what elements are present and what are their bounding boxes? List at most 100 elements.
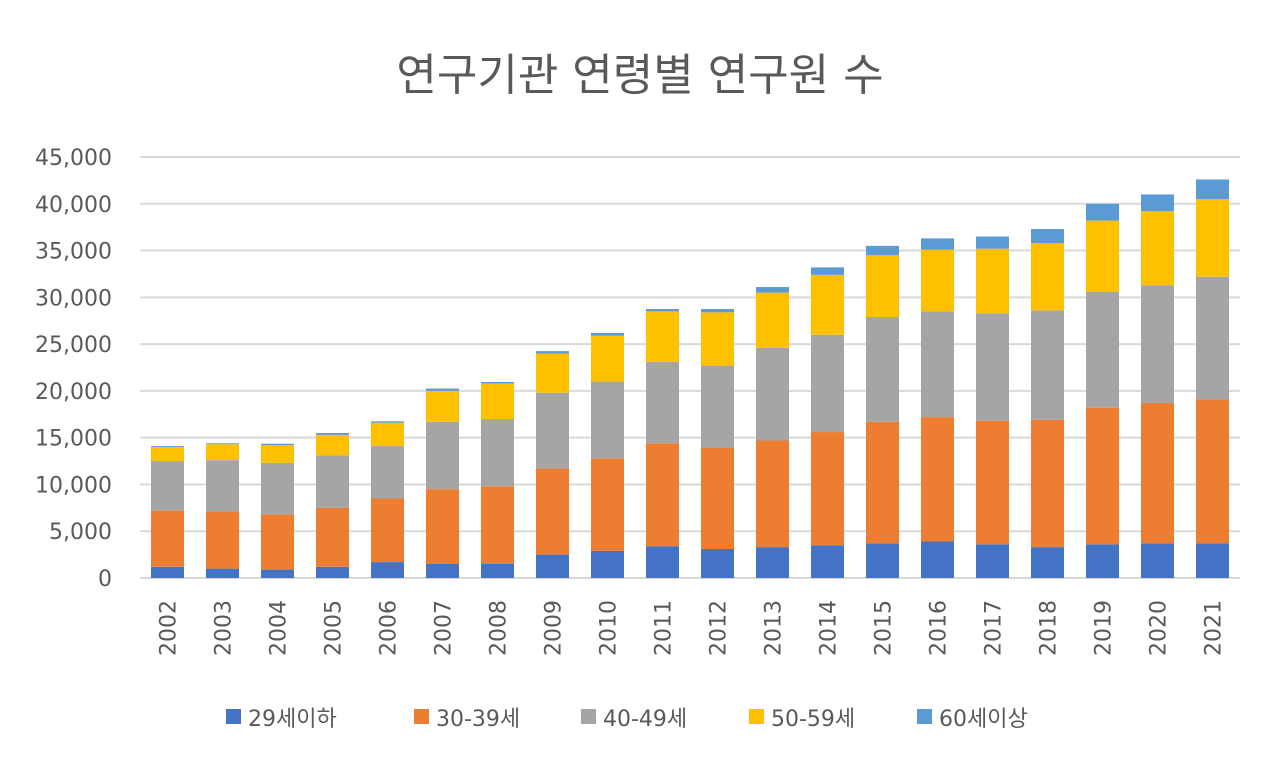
x-tick-label: 2018 xyxy=(1037,600,1062,656)
bar-segment-2013-0 xyxy=(756,547,789,578)
bar-segment-2014-1 xyxy=(811,432,844,546)
gridlines xyxy=(140,156,1240,579)
bar-segment-2017-1 xyxy=(976,420,1009,545)
bar-segment-2011-0 xyxy=(646,546,679,578)
bar-segment-2014-0 xyxy=(811,545,844,578)
bar-segment-2018-1 xyxy=(1031,419,1064,548)
bar-segment-2019-0 xyxy=(1086,544,1119,578)
legend-item-0: 29세이하 xyxy=(226,707,337,732)
bar-segment-2003-3 xyxy=(206,444,239,461)
bar-segment-2005-1 xyxy=(316,507,349,567)
bars xyxy=(151,179,1229,578)
x-tick-label: 2015 xyxy=(872,600,897,656)
x-tick-label: 2014 xyxy=(817,600,842,656)
legend-label: 60세이상 xyxy=(939,707,1028,732)
bar-segment-2017-2 xyxy=(976,313,1009,421)
bar-segment-2021-3 xyxy=(1196,199,1229,277)
bar-segment-2016-2 xyxy=(921,311,954,418)
bar-segment-2013-4 xyxy=(756,287,789,293)
x-axis-ticks: 2002 2003 2004 2005 2006 2007 2008 2009 2010 2011… xyxy=(157,600,1227,656)
x-tick-label: 2020 xyxy=(1147,600,1172,656)
x-tick-label: 2019 xyxy=(1092,600,1117,656)
bar-segment-2010-1 xyxy=(591,458,624,551)
bar-segment-2018-4 xyxy=(1031,229,1064,244)
y-tick-label: 5,000 xyxy=(49,520,112,545)
bar-segment-2007-0 xyxy=(426,563,459,578)
bar-segment-2008-4 xyxy=(481,382,514,384)
x-tick-label: 2004 xyxy=(267,600,292,656)
bar-segment-2016-3 xyxy=(921,249,954,312)
bar-segment-2006-2 xyxy=(371,446,404,499)
x-tick-label: 2010 xyxy=(597,600,622,656)
bar-segment-2013-2 xyxy=(756,347,789,441)
bar-segment-2010-0 xyxy=(591,550,624,578)
y-tick-label: 10,000 xyxy=(35,473,112,498)
y-tick-label: 35,000 xyxy=(35,240,112,265)
bar-segment-2004-3 xyxy=(261,445,294,463)
bar-segment-2012-1 xyxy=(701,447,734,549)
bar-segment-2007-3 xyxy=(426,390,459,422)
bar-segment-2020-3 xyxy=(1141,211,1174,286)
bar-segment-2002-4 xyxy=(151,446,184,448)
bar-segment-2004-2 xyxy=(261,462,294,515)
bar-segment-2002-0 xyxy=(151,566,184,578)
bar-segment-2020-4 xyxy=(1141,194,1174,212)
bar-segment-2015-2 xyxy=(866,316,899,422)
bar-segment-2012-2 xyxy=(701,365,734,448)
bar-segment-2007-2 xyxy=(426,421,459,490)
bar-segment-2019-4 xyxy=(1086,203,1119,221)
y-tick-label: 25,000 xyxy=(35,333,112,358)
legend-swatch xyxy=(917,709,932,724)
bar-segment-2019-3 xyxy=(1086,220,1119,292)
bar-segment-2002-3 xyxy=(151,447,184,462)
bar-segment-2015-4 xyxy=(866,245,899,256)
legend-item-2: 40-49세 xyxy=(581,707,687,732)
bar-segment-2007-4 xyxy=(426,388,459,391)
bar-segment-2019-1 xyxy=(1086,407,1119,545)
bar-segment-2009-1 xyxy=(536,468,569,555)
bar-segment-2006-0 xyxy=(371,562,404,578)
x-tick-label: 2003 xyxy=(212,600,237,656)
bar-segment-2018-2 xyxy=(1031,310,1064,420)
legend-item-4: 60세이상 xyxy=(917,707,1028,732)
bar-segment-2002-1 xyxy=(151,510,184,567)
bar-segment-2008-0 xyxy=(481,563,514,578)
bar-segment-2003-2 xyxy=(206,460,239,512)
bar-segment-2013-3 xyxy=(756,292,789,348)
bar-segment-2012-3 xyxy=(701,312,734,366)
bar-segment-2012-4 xyxy=(701,309,734,313)
bar-segment-2005-3 xyxy=(316,434,349,456)
bar-segment-2003-4 xyxy=(206,443,239,445)
bar-segment-2002-2 xyxy=(151,461,184,511)
bar-segment-2006-4 xyxy=(371,421,404,423)
bar-segment-2006-3 xyxy=(371,422,404,447)
bar-segment-2008-1 xyxy=(481,486,514,564)
bar-segment-2014-4 xyxy=(811,267,844,275)
bar-segment-2015-0 xyxy=(866,543,899,578)
bar-segment-2010-3 xyxy=(591,335,624,382)
x-tick-label: 2011 xyxy=(652,600,677,656)
y-axis-ticks: 0 5,000 10,000 15,000 20,000 25,000 30,000 35,0… xyxy=(35,146,112,592)
bar-segment-2009-0 xyxy=(536,554,569,578)
bar-segment-2005-2 xyxy=(316,455,349,508)
bar-segment-2011-3 xyxy=(646,311,679,362)
legend: 29세이하 30-39세 40-49세 50-59세 60세이상 xyxy=(226,707,1028,732)
bar-segment-2004-4 xyxy=(261,443,294,446)
legend-label: 30-39세 xyxy=(436,707,520,732)
bar-segment-2021-1 xyxy=(1196,399,1229,544)
bar-segment-2005-4 xyxy=(316,432,349,435)
bar-segment-2015-3 xyxy=(866,255,899,317)
bar-segment-2007-1 xyxy=(426,489,459,564)
x-tick-label: 2006 xyxy=(377,600,402,656)
y-tick-label: 15,000 xyxy=(35,427,112,452)
legend-label: 50-59세 xyxy=(771,707,855,732)
bar-segment-2016-1 xyxy=(921,417,954,542)
x-tick-label: 2017 xyxy=(982,600,1007,656)
bar-segment-2015-1 xyxy=(866,421,899,544)
bar-segment-2003-0 xyxy=(206,568,239,578)
bar-segment-2009-3 xyxy=(536,353,569,393)
x-tick-label: 2013 xyxy=(762,600,787,656)
legend-swatch xyxy=(226,709,241,724)
bar-segment-2017-0 xyxy=(976,544,1009,578)
x-tick-label: 2016 xyxy=(927,600,952,656)
